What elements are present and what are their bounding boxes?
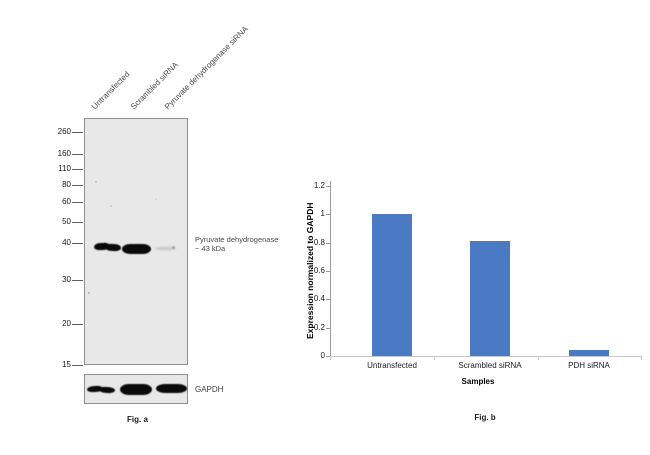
mw-tick: [72, 323, 83, 325]
mw-tick: [72, 184, 83, 186]
bar-scrambled-sirna: [470, 241, 510, 356]
blot-speckle: [155, 198, 157, 200]
protein-band-scrambled-sirna: [122, 244, 151, 254]
y-tick-mark: [326, 328, 330, 329]
y-tick-label: 0.6: [313, 266, 325, 275]
mw-marker-160: 160: [40, 149, 83, 159]
mw-tick: [72, 201, 83, 203]
y-tick-label: 0.4: [313, 294, 325, 303]
mw-value: 30: [62, 275, 71, 284]
mw-value: 80: [62, 180, 71, 189]
mw-tick: [72, 221, 83, 223]
x-tick-label-untransfected: Untransfected: [367, 361, 417, 370]
y-tick-label: 0: [320, 351, 325, 360]
lane-label-untransfected: Untransfected: [89, 69, 132, 112]
mw-value: 15: [62, 360, 71, 369]
mw-marker-20: 20: [40, 319, 83, 329]
y-tick-label: 0.2: [313, 323, 325, 332]
y-tick-label: 1.2: [313, 181, 325, 190]
bar-untransfected: [372, 214, 412, 356]
mw-value: 60: [62, 197, 71, 206]
mw-tick: [72, 131, 83, 133]
mw-marker-60: 60: [40, 197, 83, 207]
mw-value: 160: [57, 149, 71, 158]
protein-band-pdh-sirna-dot: [172, 246, 175, 249]
y-tick-mark: [326, 214, 330, 215]
mw-value: 110: [58, 164, 71, 173]
mw-marker-110: 110: [40, 164, 83, 174]
gapdh-label: GAPDH: [195, 385, 224, 394]
x-tick-label-scrambled-sirna: Scrambled siRNA: [458, 361, 522, 370]
y-tick-mark: [326, 356, 330, 357]
y-tick-label: 1: [320, 209, 325, 218]
y-tick-mark: [326, 186, 330, 187]
protein-band-pdh-sirna: [155, 247, 176, 250]
mw-marker-30: 30: [40, 275, 83, 285]
band-annotation-line2: ~ 43 kDa: [195, 244, 226, 253]
x-tick-mark: [641, 357, 642, 360]
mw-marker-50: 50: [40, 217, 83, 227]
blot-speckle: [110, 205, 112, 207]
gapdh-band-pdh-sirna: [156, 384, 187, 393]
mw-tick: [72, 153, 83, 155]
x-axis-line: [330, 356, 642, 357]
gapdh-band-scrambled-sirna: [120, 384, 152, 395]
x-tick-mark: [330, 357, 331, 360]
gapdh-band-untransfected: [87, 386, 115, 393]
mw-marker-260: 260: [40, 127, 83, 137]
mw-marker-15: 15: [40, 360, 83, 370]
x-axis-title: Samples: [461, 377, 495, 386]
mw-value: 20: [62, 319, 71, 328]
mw-tick: [72, 364, 83, 366]
y-tick-mark: [326, 243, 330, 244]
band-annotation-line1: Pyruvate dehydrogenase: [195, 235, 279, 244]
mw-marker-40: 40: [40, 238, 83, 248]
y-tick-mark: [326, 271, 330, 272]
y-axis-line: [330, 181, 331, 357]
x-tick-mark: [434, 357, 435, 360]
blot-speckle: [95, 181, 97, 183]
x-tick-mark: [538, 357, 539, 360]
mw-marker-80: 80: [40, 180, 83, 190]
figure-b-caption: Fig. b: [474, 413, 496, 422]
blot-image-pdh: [84, 118, 188, 365]
y-tick-label: 0.8: [313, 238, 325, 247]
mw-value: 260: [57, 127, 71, 136]
protein-band-untransfected: [94, 243, 121, 252]
bar-pdh-sirna: [569, 350, 609, 356]
mw-tick: [72, 242, 83, 244]
figure-a-caption: Fig. a: [127, 415, 148, 424]
y-tick-mark: [326, 299, 330, 300]
mw-value: 50: [62, 217, 71, 226]
mw-tick: [72, 279, 83, 281]
mw-value: 40: [62, 238, 71, 247]
mw-tick: [72, 168, 83, 170]
x-tick-label-pdh-sirna: PDH siRNA: [568, 361, 610, 370]
blot-speckle: [88, 292, 90, 294]
band-annotation: Pyruvate dehydrogenase ~ 43 kDa: [195, 235, 278, 253]
